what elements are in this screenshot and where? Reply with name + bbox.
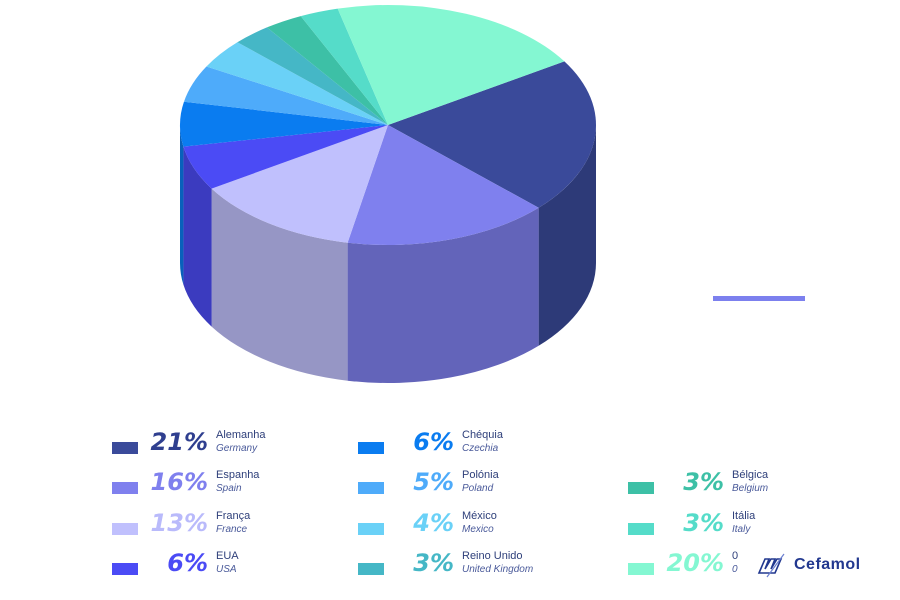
legend-swatch <box>628 563 654 575</box>
pie-side-france <box>211 188 348 381</box>
legend-swatch <box>358 482 384 494</box>
legend-percent: 4% <box>413 509 454 537</box>
legend-label: Espanha <box>216 469 260 481</box>
legend-label-en: USA <box>216 564 237 575</box>
legend-label-en: Poland <box>462 483 494 494</box>
legend-percent: 3% <box>683 509 724 537</box>
pie-slice-poland <box>183 66 388 125</box>
pie-slice-usa <box>183 125 388 189</box>
legend-swatch <box>358 442 384 454</box>
legend-swatch <box>112 523 138 535</box>
cefamol-logo-icon <box>757 553 785 578</box>
pie-slice-united-kingdom <box>237 27 388 125</box>
legend-label-en: Belgium <box>732 483 769 494</box>
legend-swatch <box>112 442 138 454</box>
legend-swatch <box>358 523 384 535</box>
legend-label-en: United Kingdom <box>462 564 534 575</box>
pie-slice-italy <box>300 8 388 125</box>
legend-percent: 5% <box>413 468 454 496</box>
legend-percent: 3% <box>683 468 724 496</box>
legend-percent: 21% <box>150 428 208 456</box>
legend-swatch <box>112 482 138 494</box>
pie-side-spain <box>347 207 539 383</box>
legend-label-en: Germany <box>216 443 258 454</box>
legend-label: Chéquia <box>462 429 503 441</box>
legend-swatch <box>112 563 138 575</box>
legend-label-en: Italy <box>732 524 751 535</box>
legend-swatch <box>628 482 654 494</box>
legend-label: Alemanha <box>216 429 266 441</box>
legend-label: EUA <box>216 550 239 562</box>
legend-label: 0 <box>732 550 739 562</box>
legend-label: Polónia <box>462 469 499 481</box>
legend-percent: 13% <box>150 509 208 537</box>
pie-side-czechia <box>180 125 184 285</box>
legend-percent: 20% <box>666 549 724 577</box>
legend-swatch <box>628 523 654 535</box>
pie-side-usa <box>183 146 212 327</box>
pie-slice-belgium <box>266 16 388 125</box>
legend-swatch <box>358 563 384 575</box>
legend-label: Reino Unido <box>462 550 523 562</box>
pie-side-germany <box>538 125 596 346</box>
legend-percent: 3% <box>413 549 454 577</box>
pie-slice-germany <box>388 61 596 208</box>
legend-label: Bélgica <box>732 469 769 481</box>
legend-label-en: Czechia <box>462 443 499 454</box>
legend-label: França <box>216 510 251 522</box>
pie-slice-mexico <box>206 42 388 126</box>
legend-label: Itália <box>732 510 756 522</box>
legend-percent: 6% <box>167 549 208 577</box>
pie-slice-france <box>211 125 388 243</box>
legend-label: México <box>462 510 497 522</box>
legend-label-en: France <box>216 524 248 535</box>
legend-label-en: Mexico <box>462 524 494 535</box>
legend-label-en: Spain <box>216 483 242 494</box>
pie-slice-spain <box>347 125 539 245</box>
legend-percent: 6% <box>413 428 454 456</box>
legend-percent: 16% <box>150 468 208 496</box>
pie-slice-czechia <box>180 101 388 147</box>
pie-slice-0 <box>337 5 565 125</box>
pie-chart <box>180 5 596 383</box>
accent-line <box>713 296 805 301</box>
legend-label-en: 0 <box>732 564 738 575</box>
brand-name: Cefamol <box>794 556 861 573</box>
